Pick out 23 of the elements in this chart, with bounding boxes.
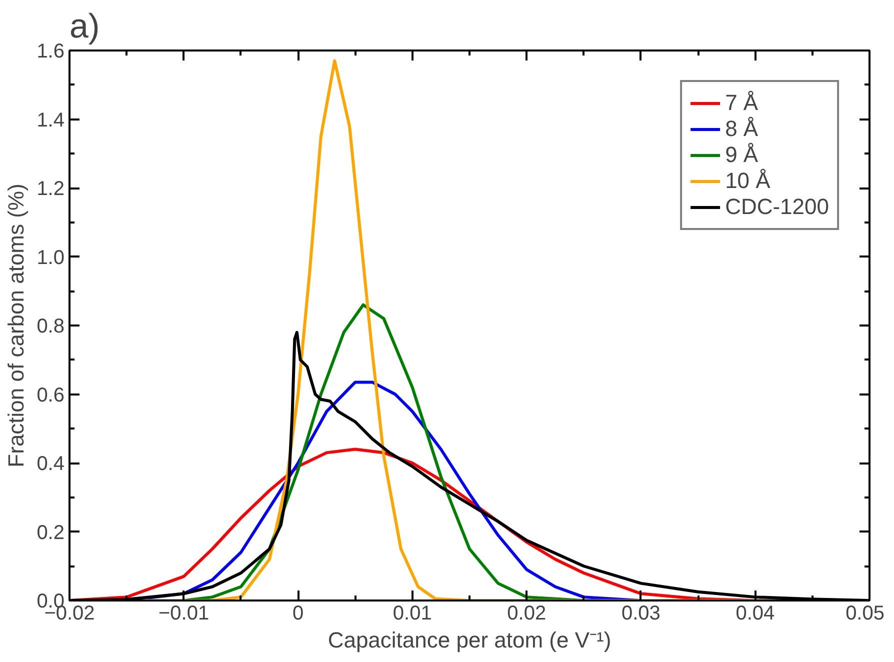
x-tick-label: 0.04 xyxy=(736,602,775,624)
x-axis-title: Capacitance per atom (e V⁻¹) xyxy=(328,628,612,652)
y-tick-label: 0.2 xyxy=(36,522,65,544)
y-tick-label: 1.4 xyxy=(36,109,65,132)
y-tick-label: 1.6 xyxy=(36,40,65,62)
y-tick-label: 0.4 xyxy=(36,453,65,475)
x-tick-label: 0.05 xyxy=(846,602,885,624)
x-tick-label: 0.03 xyxy=(621,602,660,624)
y-tick-label: 1.0 xyxy=(36,246,65,269)
y-axis-title: Fraction of carbon atoms (%) xyxy=(4,184,29,468)
legend-label: 9 Å xyxy=(725,142,758,168)
y-tick-label: 0.6 xyxy=(36,384,65,406)
legend-label: CDC-1200 xyxy=(725,194,829,220)
x-tick-label: 0.02 xyxy=(507,602,546,624)
chart-title: a) xyxy=(70,8,100,46)
x-tick-label: 0.01 xyxy=(392,602,432,624)
legend-label: 10 Å xyxy=(725,168,770,194)
x-tick-label: 0 xyxy=(292,602,304,624)
y-tick-label: 0.8 xyxy=(36,316,65,338)
legend-label: 8 Å xyxy=(725,116,758,142)
legend-label: 7 Å xyxy=(725,90,758,116)
y-tick-label: 1.2 xyxy=(36,178,65,200)
x-tick-label: −0.01 xyxy=(158,602,210,624)
